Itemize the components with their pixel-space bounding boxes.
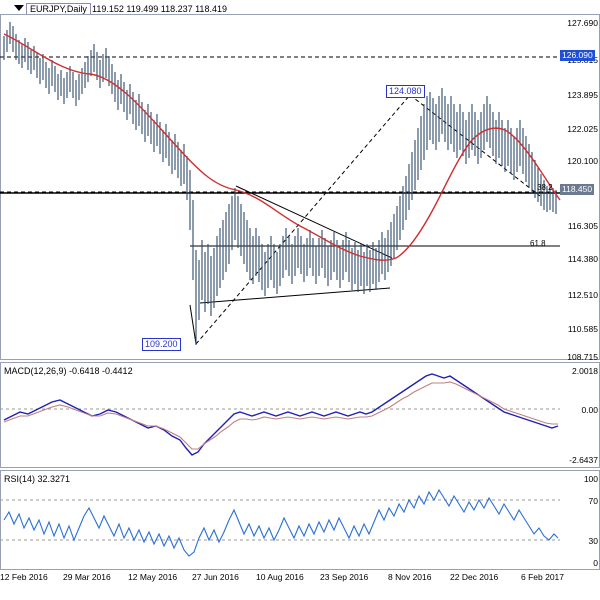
rsi-ytick-3: 0 <box>593 558 598 568</box>
xtick-4: 10 Aug 2016 <box>256 572 304 582</box>
macd-ytick-1: 0.00 <box>581 405 598 415</box>
rsi-ytick-0: 100 <box>583 474 598 484</box>
price-ytick-3: 122.025 <box>567 124 598 134</box>
macd-ytick-0: 2.0018 <box>572 366 598 376</box>
price-ytick-2: 123.895 <box>567 90 598 100</box>
rsi-ytick-2: 30 <box>588 536 598 546</box>
rsi-label: RSI(14) 32.3271 <box>4 474 71 484</box>
price-ytick-4: 120.100 <box>567 156 598 166</box>
x-axis: 12 Feb 2016 29 Mar 2016 12 May 2016 27 J… <box>0 570 600 600</box>
macd-panel <box>0 362 600 468</box>
price-ytick-9: 110.585 <box>567 324 598 334</box>
price-ytick-7: 114.380 <box>567 254 598 264</box>
ohlc-quote: 119.152 119.499 118.237 118.419 <box>92 4 227 14</box>
macd-ytick-2: -2.6437 <box>569 455 598 465</box>
price-ytick-8: 112.510 <box>567 290 598 300</box>
xtick-8: 6 Feb 2017 <box>521 572 565 582</box>
price-ytick-0: 127.690 <box>567 18 598 28</box>
swing-low-label: 109.200 <box>142 338 181 351</box>
resistance-price-badge: 126.090 <box>560 50 595 61</box>
xtick-1: 29 Mar 2016 <box>63 572 111 582</box>
rsi-ytick-1: 70 <box>588 496 598 506</box>
xtick-6: 8 Nov 2016 <box>388 572 432 582</box>
rsi-panel <box>0 470 600 570</box>
current-price-badge: 118.450 <box>560 184 595 195</box>
xtick-7: 22 Dec 2016 <box>450 572 499 582</box>
xtick-3: 27 Jun 2016 <box>192 572 239 582</box>
collapse-arrow-icon[interactable] <box>14 5 24 11</box>
xtick-2: 12 May 2016 <box>128 572 178 582</box>
price-ytick-10: 108.715 <box>567 352 598 362</box>
xtick-5: 23 Sep 2016 <box>320 572 369 582</box>
xtick-0: 12 Feb 2016 <box>0 572 48 582</box>
swing-high-label: 124.080 <box>386 85 425 98</box>
macd-label: MACD(12,26,9) -0.6418 -0.4412 <box>4 366 133 376</box>
price-ytick-6: 116.305 <box>567 221 598 231</box>
fib-618-label: 61.8 <box>530 239 546 248</box>
fib-382-label: 38.2 <box>537 183 553 192</box>
